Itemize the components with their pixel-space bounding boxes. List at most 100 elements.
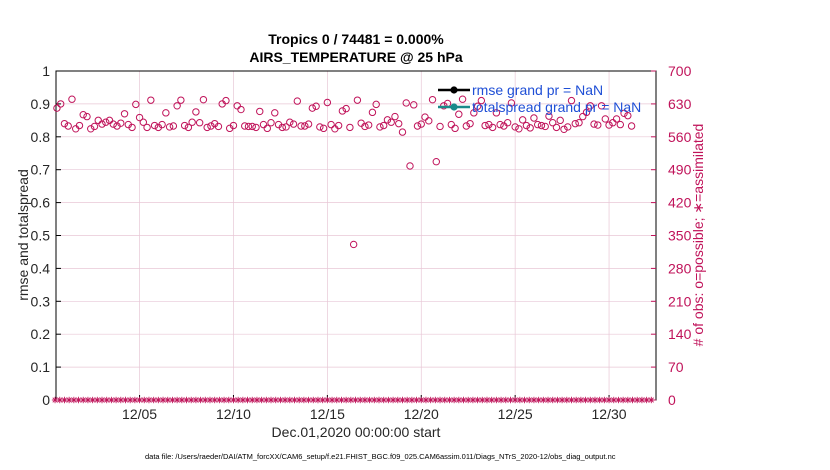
obs-possible-point (87, 125, 95, 133)
obs-possible-point (267, 119, 275, 127)
obs-possible-point (56, 100, 65, 108)
obs-possible-point (496, 120, 504, 129)
legend-rmse-marker (450, 86, 458, 94)
obs-possible-point (541, 122, 549, 131)
obs-possible-point (271, 109, 279, 117)
obs-possible-point (165, 123, 174, 131)
obs-possible-point (413, 122, 422, 130)
right-tick-label: 70 (668, 359, 684, 375)
obs-possible-point (526, 124, 534, 132)
obs-possible-point (391, 112, 399, 121)
right-tick-label: 700 (668, 63, 692, 79)
obs-possible-point (503, 119, 512, 127)
obs-possible-point (376, 123, 384, 131)
obs-possible-point (410, 101, 418, 109)
obs-possible-point (297, 122, 305, 130)
obs-possible-point (473, 102, 482, 110)
obs-possible-point (481, 121, 489, 130)
obs-possible-point (117, 119, 125, 127)
obs-possible-point (455, 110, 463, 118)
obs-possible-point (222, 96, 230, 105)
x-tick-label: 12/25 (498, 406, 533, 422)
obs-possible-point (522, 121, 531, 130)
obs-possible-point (597, 102, 606, 110)
obs-possible-point (248, 122, 256, 131)
obs-possible-point (233, 102, 241, 110)
obs-possible-point (383, 116, 392, 124)
x-tick-label: 12/30 (592, 406, 627, 422)
obs-assimilated-point (192, 396, 200, 404)
obs-possible-point (533, 120, 542, 129)
obs-possible-point (552, 123, 561, 132)
obs-possible-point (518, 116, 527, 124)
obs-possible-point (342, 104, 350, 113)
obs-possible-point (436, 122, 444, 131)
obs-possible-point (244, 122, 253, 131)
obs-possible-point (263, 124, 271, 133)
left-tick-label: 0.4 (31, 260, 51, 276)
obs-possible-point (173, 102, 181, 110)
obs-possible-point (293, 97, 302, 105)
obs-assimilated-point (173, 396, 181, 404)
obs-possible-point (132, 100, 140, 109)
left-tick-label: 0.1 (31, 359, 51, 375)
obs-possible-point (579, 112, 587, 121)
obs-possible-point (368, 108, 377, 117)
obs-possible-point (289, 120, 298, 128)
obs-possible-point (458, 95, 467, 103)
obs-possible-point (286, 118, 294, 126)
data-file-footer: data file: /Users/raeder/DAI/ATM_forcXX/… (145, 452, 616, 461)
obs-assimilated-point (361, 396, 369, 404)
obs-assimilated-point (460, 396, 467, 404)
obs-possible-point (282, 123, 290, 131)
obs-assimilated-point (352, 396, 359, 404)
obs-possible-point (241, 122, 249, 130)
obs-possible-point (549, 119, 557, 127)
obs-possible-point (195, 119, 204, 127)
obs-possible-point (346, 123, 354, 132)
obs-possible-point (169, 122, 178, 130)
obs-assimilated-point (554, 396, 561, 404)
obs-assimilated-point (183, 396, 190, 404)
chart-title: Tropics 0 / 74481 = 0.000% (268, 31, 444, 47)
obs-possible-point (372, 100, 380, 109)
obs-assimilated-point (648, 396, 655, 404)
obs-possible-point (109, 120, 117, 128)
obs-assimilated-point (150, 396, 157, 404)
obs-possible-point (470, 109, 478, 117)
obs-assimilated-point (502, 396, 509, 404)
obs-possible-point (256, 107, 264, 116)
obs-assimilated-point (281, 396, 289, 404)
obs-possible-point (349, 240, 358, 249)
obs-possible-point (364, 121, 373, 129)
obs-possible-point (53, 104, 61, 112)
obs-assimilated-point (188, 396, 195, 404)
obs-possible-point (184, 123, 193, 132)
left-tick-label: 0.2 (31, 326, 51, 342)
obs-possible-point (83, 112, 91, 121)
obs-possible-point (207, 122, 215, 130)
legend: rmse grand pr = NaN totalspread grand pr… (438, 82, 641, 115)
obs-assimilated-point (108, 396, 115, 404)
obs-possible-point (605, 121, 613, 129)
obs-possible-point (560, 125, 568, 133)
right-tick-label: 140 (668, 326, 692, 342)
obs-possible-point (304, 120, 313, 128)
obs-possible-point (301, 122, 309, 130)
obs-possible-point (79, 111, 87, 119)
obs-possible-point (139, 118, 148, 126)
obs-possible-point (594, 121, 602, 129)
left-tick-label: 0.5 (31, 228, 51, 244)
obs-possible-point (428, 95, 437, 104)
obs-possible-point (507, 99, 516, 107)
left-tick-label: 0.7 (31, 162, 51, 178)
obs-possible-point (312, 102, 320, 110)
obs-possible-point (582, 108, 591, 117)
obs-possible-point (192, 108, 200, 116)
obs-assimilated-point (338, 396, 345, 404)
right-tick-label: 210 (668, 293, 692, 309)
left-axis: 0 0.1 0.2 0.3 0.4 0.5 0.6 0.7 0.8 0.9 1 (31, 63, 61, 408)
obs-assimilated-point (436, 396, 444, 404)
obs-possible-point (162, 109, 170, 117)
